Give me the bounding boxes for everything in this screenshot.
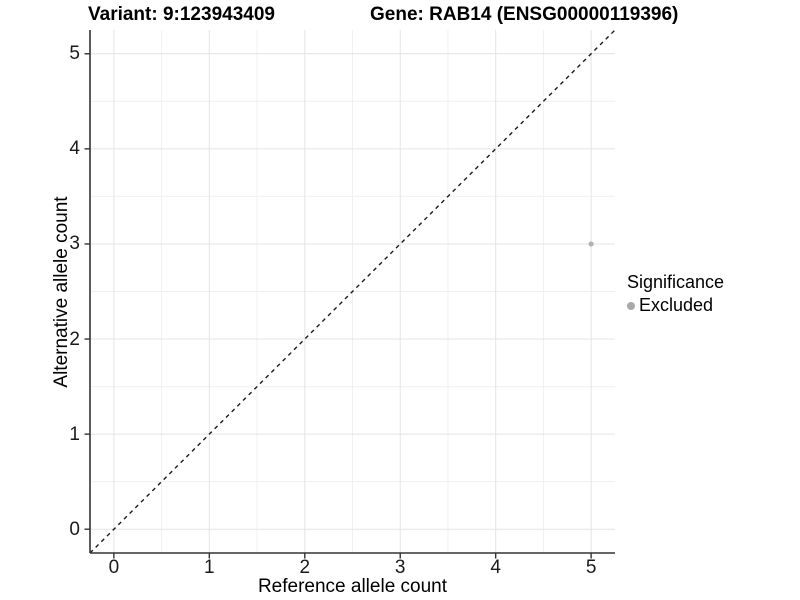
legend-entry-excluded: Excluded — [627, 295, 724, 316]
x-tick-label: 4 — [490, 557, 501, 578]
y-tick-label: 5 — [69, 43, 80, 65]
y-tick-label: 0 — [69, 518, 80, 540]
identity-line — [89, 29, 616, 554]
y-tick-label: 3 — [69, 233, 80, 255]
y-tick-label: 1 — [69, 423, 80, 445]
legend-point-icon — [627, 301, 635, 310]
y-axis-title: Alternative allele count — [51, 196, 72, 388]
y-tick-label: 2 — [69, 328, 80, 350]
y-tick-label: 4 — [69, 138, 80, 160]
x-axis-title: Reference allele count — [257, 576, 448, 597]
x-tick-label: 2 — [299, 557, 311, 578]
data-point — [588, 241, 594, 247]
legend-entry-label: Excluded — [639, 295, 714, 315]
x-tick-label: 0 — [108, 557, 120, 578]
x-tick-label: 1 — [204, 557, 215, 578]
x-tick-label: 5 — [585, 557, 597, 578]
x-tick-label: 3 — [394, 557, 406, 578]
plot-title-variant: Variant: 9:123943409 — [88, 4, 275, 25]
plot-title-gene: Gene: RAB14 (ENSG00000119396) — [370, 4, 679, 25]
legend-title: Significance — [627, 272, 725, 292]
legend: Significance Excluded — [627, 272, 724, 316]
